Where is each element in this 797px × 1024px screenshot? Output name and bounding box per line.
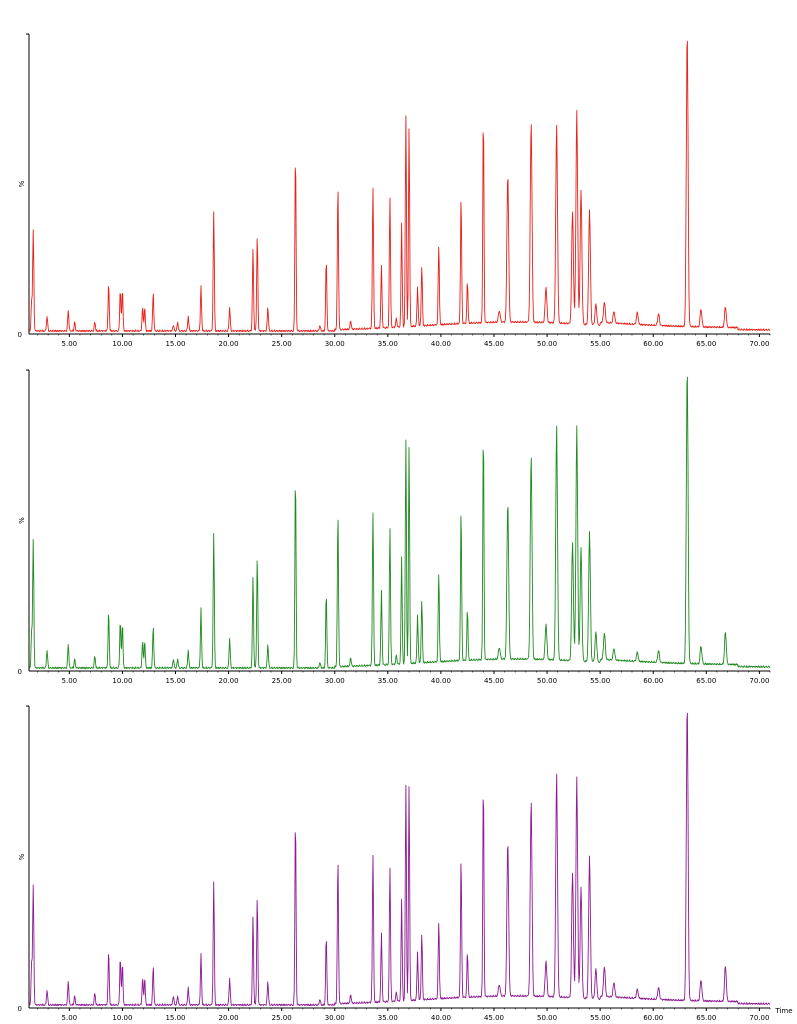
x-tick-label-55.00: 55.00: [590, 677, 610, 685]
x-tick-label-30.00: 30.00: [325, 340, 345, 348]
chromatogram-trace: [28, 376, 771, 670]
chromatogram-panel-2: % 0 5.00 10.00 15.00 20.00 25.00 30.00 35.00 40.0…: [18, 369, 771, 685]
x-tick-label-35.00: 35.00: [378, 340, 398, 348]
x-tick-label-15.00: 15.00: [165, 677, 185, 685]
x-tick-label-15.00: 15.00: [165, 1014, 185, 1022]
x-tick-label-45.00: 45.00: [484, 340, 504, 348]
x-tick-label-25.00: 25.00: [272, 1014, 292, 1022]
x-tick-label-15.00: 15.00: [165, 340, 185, 348]
x-tick-label-45.00: 45.00: [484, 1014, 504, 1022]
x-tick-label-55.00: 55.00: [590, 340, 610, 348]
x-tick-label-70.00: 70.00: [749, 340, 769, 348]
x-tick-label-50.00: 50.00: [537, 1014, 557, 1022]
x-tick-label-40.00: 40.00: [431, 340, 451, 348]
x-tick-label-20.00: 20.00: [219, 677, 239, 685]
chromatogram-panel-1: % 0 5.00 10.00 15.00 20.00 25.00 30.00 35.00 40.0…: [18, 33, 771, 348]
chromatogram-trace: [28, 40, 771, 333]
x-tick-label-60.00: 60.00: [643, 677, 663, 685]
x-tick-label-30.00: 30.00: [325, 677, 345, 685]
x-tick-label-60.00: 60.00: [643, 340, 663, 348]
x-tick-label-5.00: 5.00: [62, 340, 78, 348]
x-tick-label-55.00: 55.00: [590, 1014, 610, 1022]
x-tick-label-40.00: 40.00: [431, 677, 451, 685]
x-tick-label-65.00: 65.00: [696, 1014, 716, 1022]
y-axis-label: %: [18, 517, 26, 524]
chromatogram-panel-3: % 0 5.00 10.00 15.00 20.00 25.00 30.00 35.00 40.0…: [18, 705, 793, 1022]
y-axis-label: %: [18, 853, 26, 860]
y-zero-label: 0: [18, 668, 22, 676]
x-tick-label-45.00: 45.00: [484, 677, 504, 685]
x-tick-label-70.00: 70.00: [749, 1014, 769, 1022]
x-tick-label-10.00: 10.00: [112, 340, 132, 348]
x-tick-label-25.00: 25.00: [272, 340, 292, 348]
x-tick-label-5.00: 5.00: [62, 1014, 78, 1022]
x-tick-label-35.00: 35.00: [378, 1014, 398, 1022]
x-tick-label-10.00: 10.00: [112, 1014, 132, 1022]
x-tick-label-65.00: 65.00: [696, 340, 716, 348]
x-tick-label-25.00: 25.00: [272, 677, 292, 685]
x-tick-label-70.00: 70.00: [749, 677, 769, 685]
x-tick-label-5.00: 5.00: [62, 677, 78, 685]
x-tick-label-20.00: 20.00: [219, 340, 239, 348]
x-tick-label-65.00: 65.00: [696, 677, 716, 685]
y-zero-label: 0: [18, 1005, 22, 1013]
chromatogram-trace: [28, 712, 771, 1007]
y-zero-label: 0: [18, 331, 22, 339]
x-tick-label-30.00: 30.00: [325, 1014, 345, 1022]
x-tick-label-35.00: 35.00: [378, 677, 398, 685]
y-axis-label: %: [18, 180, 26, 187]
x-tick-label-60.00: 60.00: [643, 1014, 663, 1022]
x-tick-label-40.00: 40.00: [431, 1014, 451, 1022]
x-tick-label-50.00: 50.00: [537, 677, 557, 685]
x-tick-label-10.00: 10.00: [112, 677, 132, 685]
x-axis-label: Time: [774, 1007, 792, 1015]
x-tick-label-50.00: 50.00: [537, 340, 557, 348]
x-tick-label-20.00: 20.00: [219, 1014, 239, 1022]
